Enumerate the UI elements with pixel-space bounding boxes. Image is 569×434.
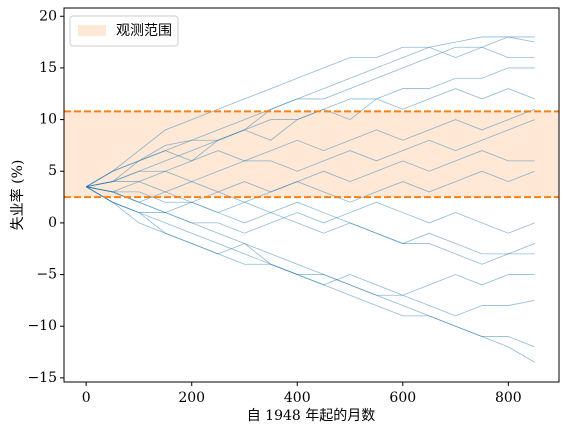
y-axis-label: 失业率 (%) (9, 160, 26, 231)
series-line (85, 186, 535, 296)
series-line (85, 186, 535, 317)
y-tick-label: −10 (27, 318, 57, 334)
series-line (85, 186, 535, 348)
x-tick-label: 400 (284, 390, 311, 406)
series-line (86, 36, 535, 188)
series-line (86, 119, 535, 188)
series-line (85, 186, 535, 234)
x-tick-label: 600 (389, 390, 416, 406)
plot-frame (63, 7, 560, 383)
y-tick-label: 0 (48, 215, 57, 231)
series-line (85, 46, 535, 188)
y-tick-label: −15 (27, 370, 57, 386)
y-tick-label: −5 (36, 267, 57, 283)
observed-band (64, 111, 559, 198)
series-line (86, 170, 535, 203)
series-line (86, 150, 535, 213)
x-tick-label: 0 (82, 390, 91, 406)
series-line (86, 186, 535, 255)
series-line (86, 186, 535, 265)
x-tick-label: 200 (178, 390, 205, 406)
y-tick-label: 5 (48, 163, 57, 179)
series-line (86, 88, 535, 188)
y-tick-label: 15 (39, 60, 57, 76)
y-tick-label: 20 (39, 8, 57, 24)
legend-box (69, 15, 179, 47)
x-tick-label: 800 (495, 390, 522, 406)
series-line (85, 36, 535, 188)
legend-label: 观测范围 (116, 22, 172, 39)
x-axis-label: 自 1948 年起的月数 (247, 408, 376, 424)
legend-swatch (78, 25, 106, 36)
series-line (86, 108, 535, 188)
y-tick-label: 10 (39, 112, 57, 128)
